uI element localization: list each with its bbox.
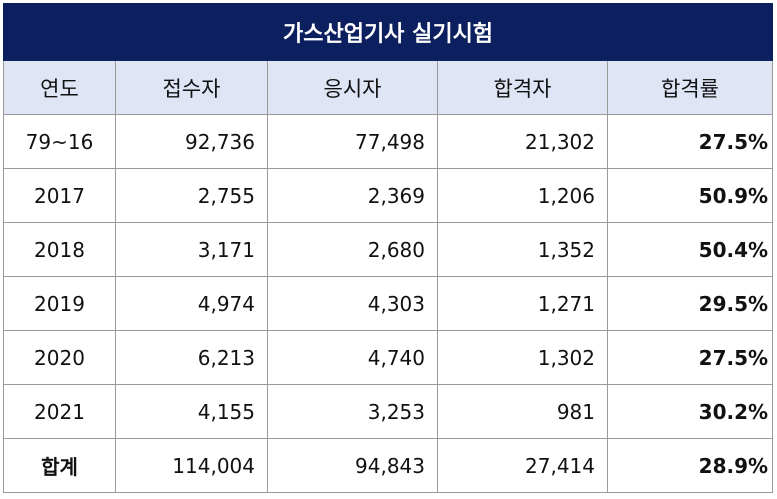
passers-cell: 1,206 bbox=[437, 168, 608, 223]
year-cell: 합계 bbox=[3, 438, 116, 493]
title-row: 가스산업기사 실기시험 bbox=[2, 3, 774, 61]
year-cell: 2019 bbox=[3, 276, 116, 331]
table-row: 2020 6,213 4,740 1,302 27.5% bbox=[3, 330, 774, 385]
year-cell: 2020 bbox=[3, 330, 116, 385]
examinees-cell: 2,680 bbox=[267, 222, 438, 277]
col-header-passers: 합격자 bbox=[437, 60, 608, 115]
data-table: 가스산업기사 실기시험 연도 접수자 응시자 합격자 합격률 79~16 92,7… bbox=[2, 3, 774, 493]
applicants-cell: 6,213 bbox=[115, 330, 268, 385]
pass-rate-table: 가스산업기사 실기시험 연도 접수자 응시자 합격자 합격률 79~16 92,7… bbox=[2, 3, 774, 493]
examinees-cell: 3,253 bbox=[267, 384, 438, 439]
col-header-examinees: 응시자 bbox=[267, 60, 438, 115]
applicants-cell: 92,736 bbox=[115, 114, 268, 169]
year-cell: 2017 bbox=[3, 168, 116, 223]
examinees-cell: 2,369 bbox=[267, 168, 438, 223]
applicants-cell: 4,155 bbox=[115, 384, 268, 439]
table-row: 2018 3,171 2,680 1,352 50.4% bbox=[3, 222, 774, 277]
applicants-cell: 4,974 bbox=[115, 276, 268, 331]
year-cell: 2018 bbox=[3, 222, 116, 277]
examinees-cell: 94,843 bbox=[267, 438, 438, 493]
applicants-cell: 3,171 bbox=[115, 222, 268, 277]
col-header-applicants: 접수자 bbox=[115, 60, 268, 115]
passers-cell: 981 bbox=[437, 384, 608, 439]
pass-rate-cell: 29.5% bbox=[606, 276, 774, 331]
passers-cell: 27,414 bbox=[437, 438, 608, 493]
table-title: 가스산업기사 실기시험 bbox=[2, 3, 774, 61]
header-row: 연도 접수자 응시자 합격자 합격률 bbox=[3, 60, 774, 115]
table-body: 79~16 92,736 77,498 21,302 27.5% 2017 2,755 2,3… bbox=[3, 114, 774, 493]
pass-rate-cell: 27.5% bbox=[606, 114, 774, 169]
examinees-cell: 4,303 bbox=[267, 276, 438, 331]
examinees-cell: 4,740 bbox=[267, 330, 438, 385]
pass-rate-cell: 28.9% bbox=[606, 438, 774, 493]
applicants-cell: 114,004 bbox=[115, 438, 268, 493]
col-header-year: 연도 bbox=[3, 60, 116, 115]
examinees-cell: 77,498 bbox=[267, 114, 438, 169]
total-row: 합계 114,004 94,843 27,414 28.9% bbox=[3, 438, 774, 493]
passers-cell: 1,352 bbox=[437, 222, 608, 277]
col-header-pass-rate: 합격률 bbox=[606, 60, 774, 115]
pass-rate-cell: 50.4% bbox=[606, 222, 774, 277]
pass-rate-cell: 27.5% bbox=[606, 330, 774, 385]
table-row: 2019 4,974 4,303 1,271 29.5% bbox=[3, 276, 774, 331]
pass-rate-cell: 30.2% bbox=[606, 384, 774, 439]
table-row: 2017 2,755 2,369 1,206 50.9% bbox=[3, 168, 774, 223]
passers-cell: 1,271 bbox=[437, 276, 608, 331]
year-cell: 2021 bbox=[3, 384, 116, 439]
table-row: 2021 4,155 3,253 981 30.2% bbox=[3, 384, 774, 439]
pass-rate-cell: 50.9% bbox=[606, 168, 774, 223]
applicants-cell: 2,755 bbox=[115, 168, 268, 223]
year-cell: 79~16 bbox=[3, 114, 116, 169]
table-row: 79~16 92,736 77,498 21,302 27.5% bbox=[3, 114, 774, 169]
passers-cell: 1,302 bbox=[437, 330, 608, 385]
passers-cell: 21,302 bbox=[437, 114, 608, 169]
